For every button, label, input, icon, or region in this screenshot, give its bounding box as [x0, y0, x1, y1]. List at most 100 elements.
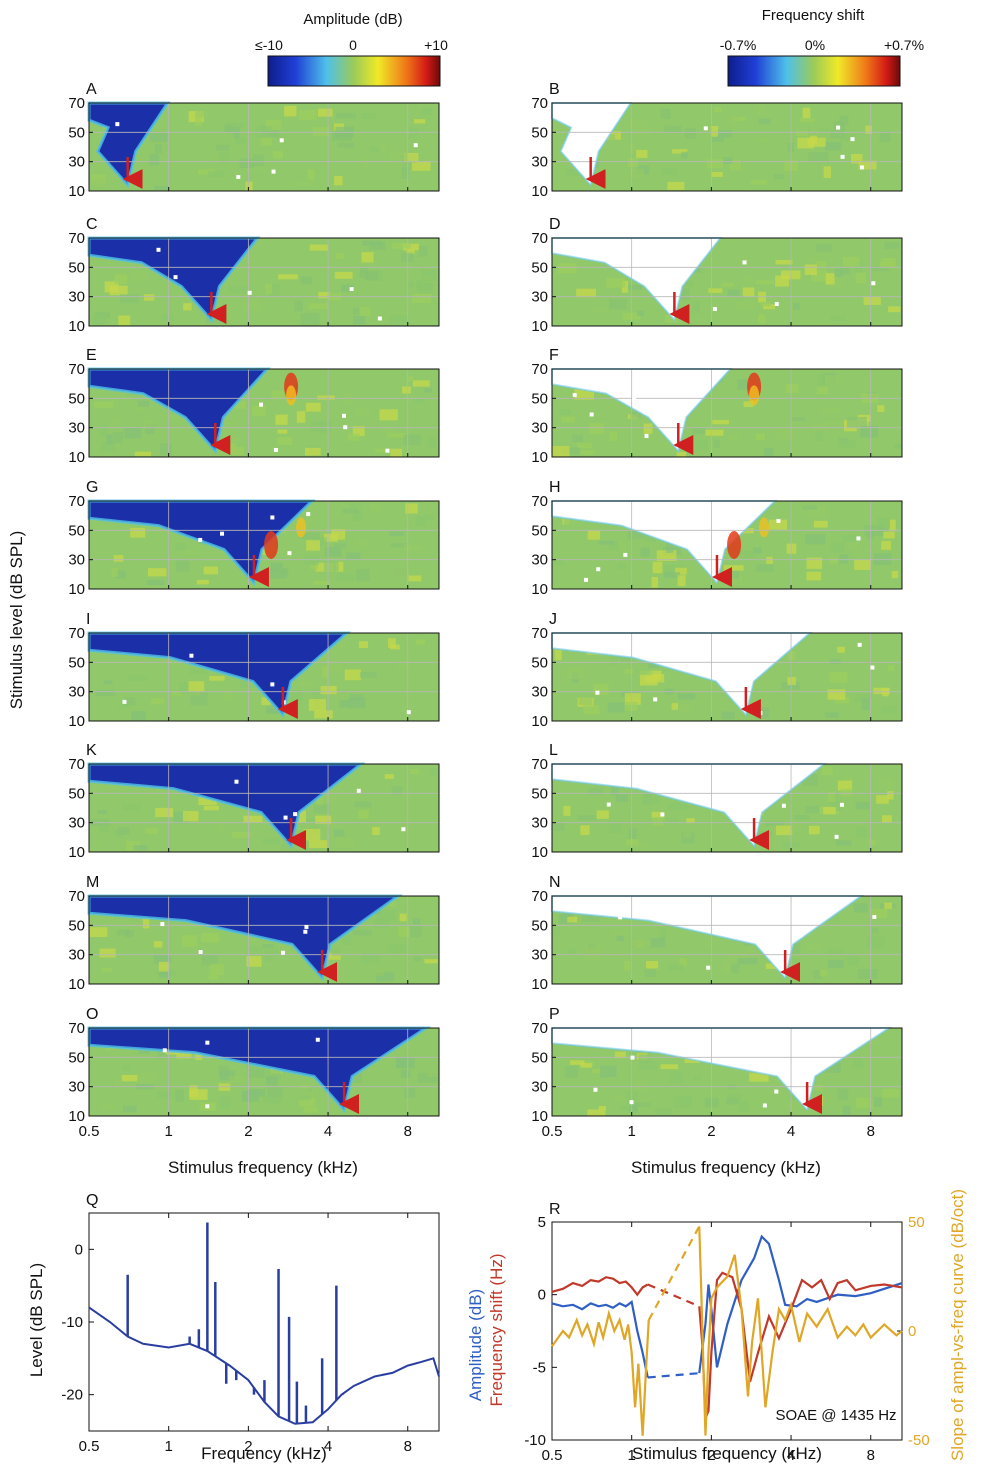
- heatmap-noise: [348, 1073, 362, 1083]
- heatmap-noise: [359, 306, 371, 317]
- y-tick-label: 10: [531, 844, 548, 861]
- heatmap-noise: [708, 288, 723, 293]
- marker-dot: [618, 915, 623, 920]
- suppression-edge: [551, 632, 813, 718]
- marker-dot: [303, 929, 308, 934]
- heatmap-noise: [405, 503, 418, 514]
- heatmap-noise: [114, 570, 126, 579]
- heatmap-noise: [137, 1072, 157, 1083]
- heatmap-noise: [203, 566, 219, 575]
- colorbar-amplitude: Amplitude (dB) ≤-10 0 +10: [255, 11, 448, 87]
- heatmap-noise: [728, 434, 740, 441]
- suppression-region: [552, 764, 825, 846]
- heatmap-noise: [730, 116, 738, 127]
- y-tick-label: 50: [68, 1049, 85, 1066]
- heatmap-noise: [786, 1101, 795, 1108]
- heatmap-noise: [392, 567, 411, 578]
- panel-label: C: [86, 216, 98, 233]
- heatmap-noise: [262, 838, 280, 845]
- heatmap-noise: [704, 942, 712, 947]
- heatmap-noise: [298, 827, 305, 836]
- heatmap-noise: [391, 786, 403, 795]
- suppression-edge: [87, 894, 403, 982]
- panel-label: G: [86, 479, 98, 496]
- heatmap-noise: [877, 517, 890, 527]
- y-tick-label: 70: [68, 361, 85, 378]
- heatmap-noise: [640, 547, 650, 557]
- heatmap-noise: [219, 1096, 231, 1109]
- x-tick-label: 2: [707, 1123, 715, 1140]
- plot-frame: [88, 237, 440, 327]
- marker-dot: [356, 788, 361, 793]
- heatmap-noise: [308, 303, 328, 310]
- heatmap-noise: [668, 964, 685, 971]
- x-tick-label: 0.5: [542, 1447, 563, 1464]
- heatmap-noise: [226, 443, 236, 455]
- marker-dot: [173, 275, 178, 280]
- heatmap-noise: [764, 447, 774, 457]
- heatmap-noise: [111, 568, 118, 577]
- heatmap-noise: [348, 697, 366, 709]
- marker-dot: [156, 247, 161, 252]
- heatmap-noise: [693, 1075, 701, 1080]
- y-tick-label: 30: [531, 552, 548, 569]
- y-tick-label: 50: [68, 390, 85, 407]
- heatmap-noise: [412, 380, 430, 387]
- heatmap-noise: [247, 1089, 266, 1097]
- heatmap-noise: [131, 916, 139, 922]
- heatmap-noise: [633, 1081, 648, 1091]
- heatmap-noise: [631, 940, 651, 946]
- heatmap-noise: [352, 315, 366, 325]
- x-tick-label: 4: [324, 1438, 332, 1455]
- heatmap-noise: [342, 508, 359, 514]
- heatmap-noise: [232, 400, 247, 409]
- y-tick-label: 10: [68, 844, 85, 861]
- heatmap-noise: [250, 934, 258, 943]
- heatmap-noise: [593, 683, 609, 696]
- heatmap-noise: [323, 533, 339, 542]
- heatmap-noise: [876, 778, 894, 791]
- heatmap-noise: [660, 108, 671, 119]
- marker-dot: [349, 287, 354, 292]
- heatmap-noise: [341, 284, 354, 292]
- heatmap-noise: [412, 918, 421, 926]
- heatmap-noise: [99, 948, 116, 958]
- marker-dot: [644, 433, 649, 438]
- heatmap-noise: [728, 952, 749, 961]
- marker-dot: [283, 815, 288, 820]
- heatmap-noise: [830, 129, 846, 139]
- heatmap-noise: [334, 543, 347, 548]
- y-tick-label: 10: [68, 449, 85, 466]
- plot-frame: [88, 895, 440, 985]
- y-tick-label: 30: [68, 289, 85, 306]
- marker-dot: [270, 682, 275, 687]
- suppression-region: [552, 896, 862, 978]
- heatmap-noise: [224, 422, 232, 430]
- heatmap-noise: [125, 840, 140, 851]
- heatmap-noise: [854, 694, 872, 702]
- marker-dot: [870, 665, 875, 670]
- heatmap-noise: [263, 1096, 282, 1104]
- panel-label: K: [86, 742, 97, 759]
- heatmap-noise: [414, 119, 426, 124]
- heatmap-noise: [106, 434, 113, 445]
- heatmap-noise: [731, 116, 746, 121]
- heatmap-noise: [606, 278, 626, 288]
- heatmap-noise: [300, 313, 320, 326]
- heatmap-noise: [306, 540, 320, 551]
- heatmap-noise: [261, 697, 273, 706]
- heatmap-noise: [247, 1068, 265, 1078]
- heatmap-noise: [727, 575, 744, 587]
- heatmap-noise: [749, 1071, 769, 1082]
- marker-dot: [287, 551, 292, 556]
- heatmap-noise: [376, 909, 397, 922]
- heatmap-noise: [805, 534, 826, 545]
- heatmap-noise: [825, 273, 835, 285]
- heatmap-noise: [270, 945, 278, 957]
- heatmap-noise: [409, 127, 417, 139]
- heatmap-noise: [296, 411, 306, 423]
- heatmap-noise: [316, 795, 323, 808]
- heatmap-noise: [379, 409, 398, 421]
- heatmap-noise: [325, 955, 341, 960]
